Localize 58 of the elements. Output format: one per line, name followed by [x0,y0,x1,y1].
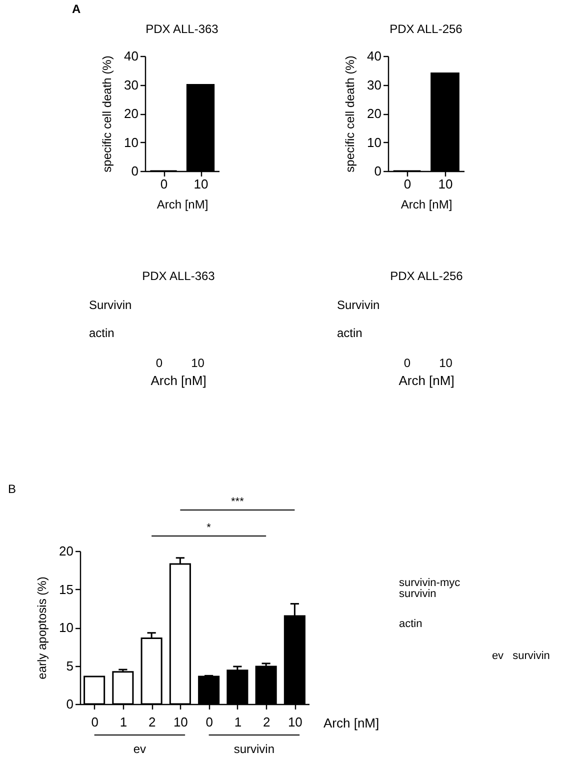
y-tick-label: 40 [124,48,138,64]
text: actin [399,618,422,630]
y-tick-label: 5 [66,658,74,674]
text: actin [337,326,362,340]
x-tick-label: 10 [438,176,453,192]
text: Survivin [89,298,132,312]
x-tick-label: 1 [120,714,128,730]
text: survivin-myc [399,577,461,589]
y-tick-label: 20 [124,106,138,121]
text: Survivin [337,298,380,312]
category-label: 10 [439,356,453,370]
y-tick-label: 0 [66,696,74,712]
text: A [72,2,81,16]
x-axis-title: Arch [nM] [156,198,208,212]
category-label: ev [492,650,504,662]
x-tick-label: 2 [262,714,270,730]
text: * [206,522,212,534]
x-tick-label: 0 [404,176,412,192]
x-axis-title: Arch [nM] [400,198,452,212]
text: *** [231,496,245,508]
x-axis-title: Arch [nM] [324,716,380,730]
category-label: 10 [191,356,205,370]
x-tick-label: 0 [206,714,213,730]
text: Arch [nM] [150,373,206,388]
category-label: 0 [156,356,163,370]
y-axis-title: specific cell death (%) [343,56,358,172]
x-tick-label: 0 [160,176,168,192]
y-tick-label: 30 [367,77,382,92]
chart-title: PDX ALL-256 [390,22,463,36]
text: survivin [234,742,275,756]
text: actin [89,326,114,340]
x-tick-label: 10 [288,714,302,730]
x-tick-label: 1 [234,714,242,730]
text: B [8,482,16,496]
y-tick-label: 30 [124,77,138,92]
y-tick-label: 20 [367,106,382,121]
text: ev [133,742,146,756]
x-tick-label: 2 [148,714,156,730]
category-label: 0 [404,356,411,370]
y-axis-title: early apoptosis (%) [35,576,50,680]
y-tick-label: 10 [124,134,138,150]
y-tick-label: 20 [59,544,74,558]
x-tick-label: 10 [173,714,188,730]
category-label: survivin [512,650,550,662]
text: PDX ALL-256 [390,269,464,283]
text: survivin [399,588,436,600]
y-tick-label: 15 [59,582,74,597]
y-tick-label: 40 [367,48,382,64]
y-tick-label: 0 [374,164,382,178]
y-axis-title: specific cell death (%) [100,56,114,172]
y-tick-label: 10 [59,620,74,635]
chart-title: PDX ALL-363 [146,22,219,36]
x-tick-label: 10 [194,176,208,192]
text: PDX ALL-363 [142,269,216,283]
y-tick-label: 10 [367,134,382,150]
x-tick-label: 0 [91,714,98,730]
text: Arch [nM] [398,373,454,388]
y-tick-label: 0 [131,164,138,178]
